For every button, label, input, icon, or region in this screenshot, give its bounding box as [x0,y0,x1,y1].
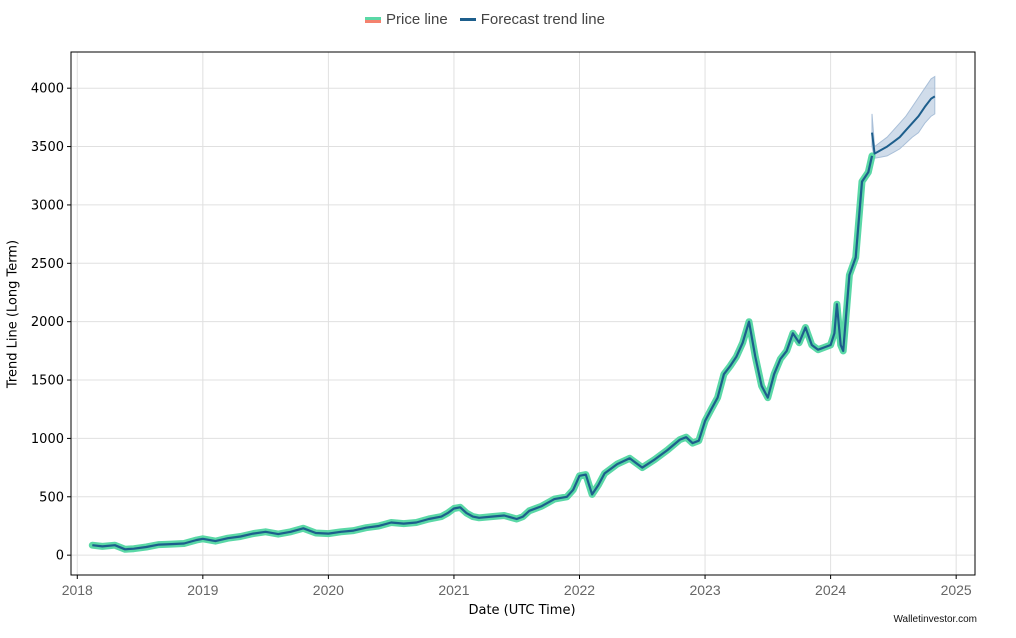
y-axis-label: Trend Line (Long Term) [5,239,21,389]
y-tick-label: 1000 [31,432,64,447]
forecast-confidence-band [871,75,936,159]
y-tick-label: 500 [39,490,64,505]
price-line-swatch-icon [365,16,381,23]
y-tick-label: 4000 [31,82,64,97]
price-trend-overlay-line [92,155,874,551]
y-tick-label: 1500 [31,374,64,389]
y-tick-label: 0 [56,549,64,564]
watermark-text: Walletinvestor.com [893,614,977,625]
legend-item-forecast[interactable]: Forecast trend line [459,11,605,28]
legend-item-price[interactable]: Price line [365,11,448,28]
x-tick-label: 2025 [941,582,972,598]
x-tick-label: 2019 [187,582,218,598]
plot-frame [70,51,976,576]
legend-price-label: Price line [386,11,448,28]
y-tick-label: 3000 [31,198,64,213]
x-tick-label: 2024 [815,582,846,598]
forecast-trend-line [871,95,936,155]
x-tick-label: 2023 [689,582,720,598]
x-tick-label: 2018 [62,582,93,598]
x-axis-label: Date (UTC Time) [468,603,576,618]
grid-lines [71,52,975,575]
x-tick-label: 2020 [313,582,344,598]
y-tick-label: 2000 [31,315,64,330]
forecast-line-swatch-icon [459,18,476,21]
legend-forecast-label: Forecast trend line [480,11,605,28]
y-tick-label: 3500 [31,140,64,155]
y-tick-label: 2500 [31,257,64,272]
x-tick-label: 2021 [438,582,469,598]
chart-legend: Price line Forecast trend line [365,11,605,28]
x-tick-label: 2022 [564,582,595,598]
